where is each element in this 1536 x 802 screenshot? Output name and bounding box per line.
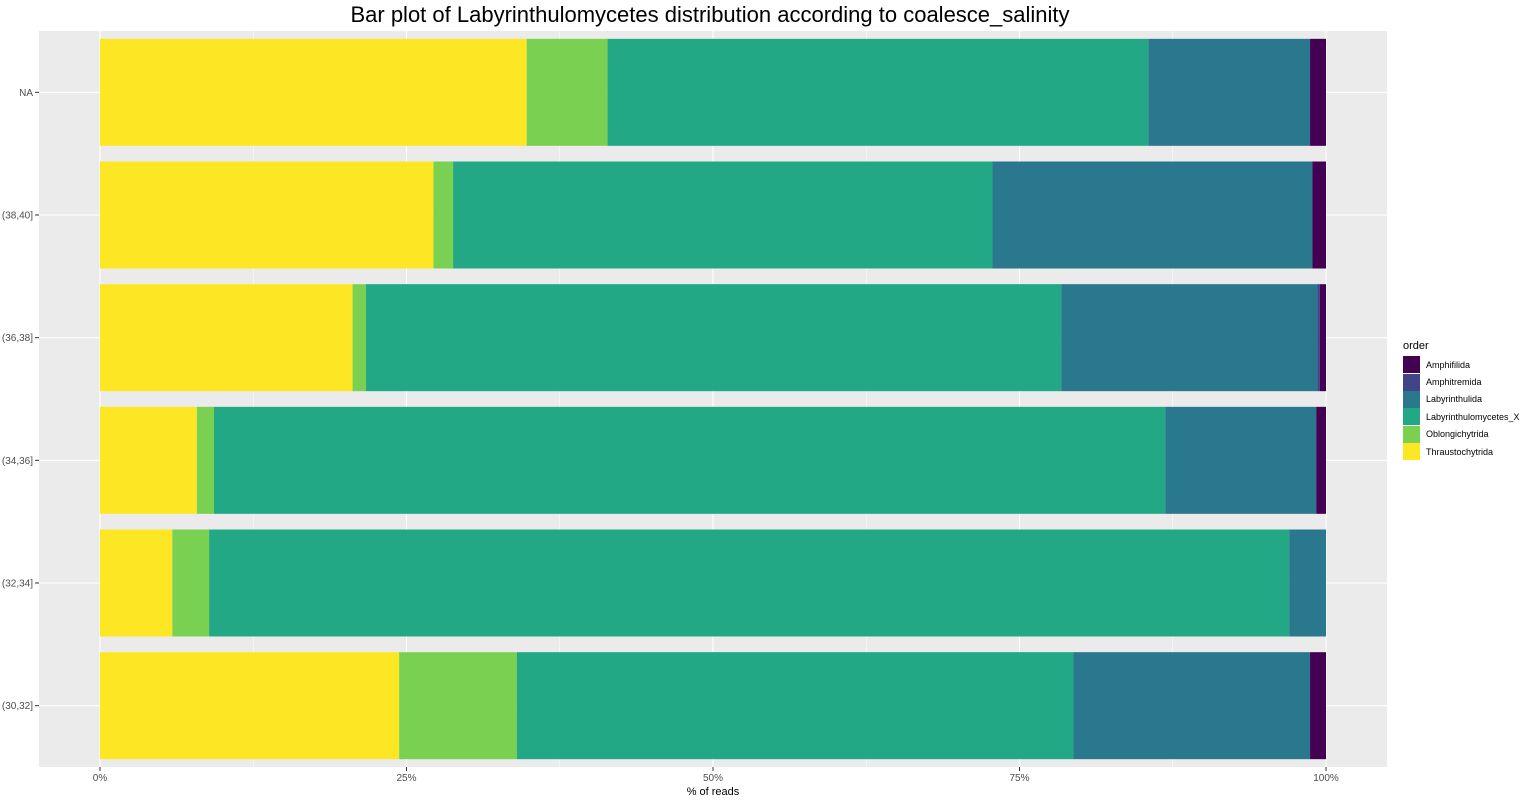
- legend-item: Thraustochytrida: [1403, 443, 1520, 461]
- bar-segment: [1317, 284, 1320, 392]
- legend-label: Labyrinthulida: [1426, 394, 1483, 405]
- bar-segment: [1319, 284, 1326, 392]
- bar-segment: [209, 529, 1290, 637]
- bar-segment: [433, 161, 454, 269]
- legend-label: Oblongichytrida: [1426, 429, 1489, 440]
- x-tick-label: 100%: [1313, 773, 1339, 784]
- bar-segment: [607, 38, 1149, 146]
- x-tick-label: 50%: [703, 773, 723, 784]
- legend-item: Amphifilida: [1403, 356, 1520, 374]
- y-tick-label: (30,32]: [2, 701, 33, 712]
- bar-segment: [100, 38, 527, 146]
- x-tick-label: 75%: [1009, 773, 1029, 784]
- legend-label: Labyrinthulomycetes_X: [1426, 411, 1520, 422]
- legend-key: [1403, 356, 1420, 374]
- legend-key: [1403, 425, 1420, 443]
- bar-segment: [1310, 652, 1326, 760]
- legend-label: Amphifilida: [1426, 359, 1471, 370]
- legend-key: [1403, 443, 1420, 461]
- bar-segment: [196, 406, 215, 514]
- bar-segment: [1310, 38, 1326, 146]
- legend-key: [1403, 390, 1420, 408]
- bar-segment: [1165, 406, 1317, 514]
- bar-segment: [214, 406, 1166, 514]
- x-tick-label: 0%: [93, 773, 108, 784]
- legend-item: Amphitremida: [1403, 373, 1520, 391]
- y-tick-label: NA: [19, 88, 33, 99]
- y-tick-label: (38,40]: [2, 211, 33, 222]
- bar-segment: [1061, 284, 1318, 392]
- legend-key: [1403, 373, 1420, 391]
- ticks-layer: NA (38,40] (36,38] (34,36] (32,34] (30,32] 0% 2…: [2, 88, 1339, 784]
- bar-segment: [100, 406, 197, 514]
- legend-title: order: [1403, 340, 1429, 352]
- bar-segment: [453, 161, 993, 269]
- legend-item: Labyrinthulomycetes_X: [1403, 408, 1520, 426]
- bar-segment: [172, 529, 210, 637]
- bar-segment: [100, 284, 353, 392]
- bar-segment: [1289, 529, 1326, 637]
- y-tick-label: (32,34]: [2, 579, 33, 590]
- bar-segment: [1073, 652, 1311, 760]
- bar-segment: [100, 529, 173, 637]
- legend-items: Amphifilida Amphitremida Labyrinthulida Lab…: [1403, 356, 1520, 461]
- x-tick-label: 25%: [396, 773, 416, 784]
- bar-segment: [526, 38, 608, 146]
- bar-segment: [352, 284, 367, 392]
- chart-title: Bar plot of Labyrinthulomycetes distribu…: [350, 2, 1070, 27]
- bar-segment: [366, 284, 1062, 392]
- legend: order Amphifilida Amphitremida Labyrinthul…: [1403, 340, 1520, 461]
- y-tick-label: (34,36]: [2, 456, 33, 467]
- legend-item: Oblongichytrida: [1403, 425, 1520, 443]
- bars-layer: [100, 38, 1326, 760]
- bar-segment: [1312, 161, 1326, 269]
- bar-segment: [1148, 38, 1311, 146]
- y-tick-label: (36,38]: [2, 333, 33, 344]
- bar-segment: [516, 652, 1074, 760]
- legend-label: Thraustochytrida: [1426, 446, 1494, 457]
- bar-segment: [992, 161, 1313, 269]
- bar-segment: [100, 161, 434, 269]
- legend-key: [1403, 408, 1420, 426]
- bar-segment: [399, 652, 517, 760]
- x-axis-title: % of reads: [687, 786, 740, 798]
- legend-label: Amphitremida: [1426, 377, 1482, 388]
- bar-segment: [1316, 406, 1326, 514]
- bar-segment: [100, 652, 400, 760]
- legend-item: Labyrinthulida: [1403, 390, 1520, 408]
